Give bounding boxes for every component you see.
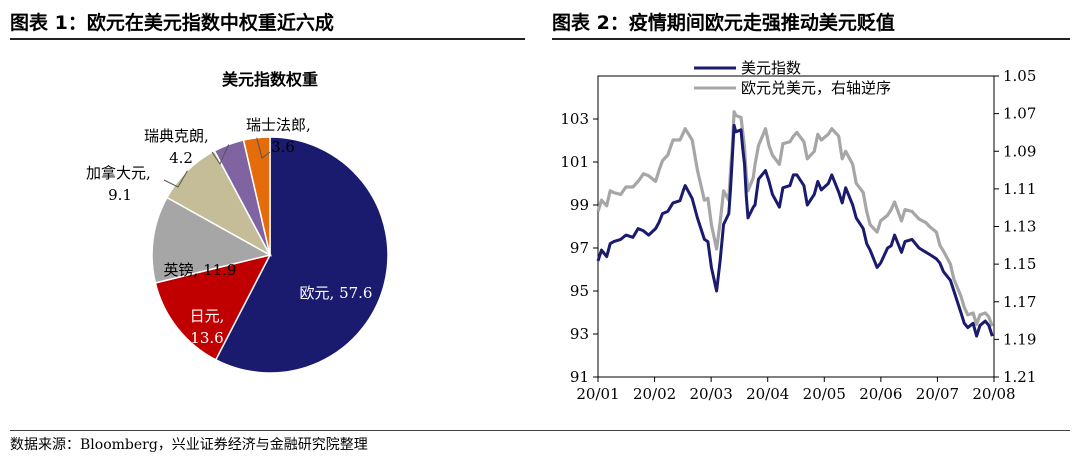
x-axis-tick-label: 20/07 <box>916 385 959 403</box>
x-axis-tick-label: 20/03 <box>690 385 733 403</box>
pie-label-4: 加拿大元, <box>86 164 151 182</box>
right-panel-title: 图表 2：疫情期间欧元走强推动美元贬值 <box>552 12 895 34</box>
right-axis-tick-label: 1.13 <box>1003 218 1036 236</box>
x-axis-tick-label: 20/06 <box>859 385 902 403</box>
pie-leader-line-1 <box>211 144 230 166</box>
legend-label: 欧元兑美元，右轴逆序 <box>741 79 891 97</box>
left-title-rule <box>10 38 525 40</box>
right-axis-tick-label: 1.07 <box>1003 105 1036 123</box>
right-axis-tick-label: 1.11 <box>1003 180 1036 198</box>
pie-label-7: 4.2 <box>169 149 193 167</box>
x-axis-tick-label: 20/02 <box>633 385 676 403</box>
pie-label-1: 日元, <box>190 307 225 325</box>
pie-label-8: 瑞士法郎, <box>246 116 311 134</box>
footer-rule <box>10 430 1070 431</box>
x-axis-tick-label: 20/08 <box>972 385 1015 403</box>
left-axis-tick-label: 95 <box>570 282 589 300</box>
pie-slice-5 <box>242 136 271 256</box>
pie-slice-2 <box>151 196 273 284</box>
right-axis-tick-label: 1.09 <box>1003 142 1036 160</box>
pie-leader-line-0 <box>163 170 188 188</box>
left-axis-tick-label: 101 <box>560 153 589 171</box>
legend-label: 美元指数 <box>741 59 801 77</box>
left-axis-tick-label: 93 <box>570 325 589 343</box>
pie-label-9: 3.6 <box>271 138 295 156</box>
pie-chart-title: 美元指数权重 <box>222 70 318 89</box>
x-axis-tick-label: 20/05 <box>803 385 846 403</box>
left-axis-tick-label: 97 <box>570 239 589 257</box>
x-axis-tick-label: 20/04 <box>746 385 789 403</box>
pie-label-6: 瑞典克朗, <box>144 127 209 145</box>
left-panel-title: 图表 1：欧元在美元指数中权重近六成 <box>10 12 334 34</box>
left-axis-tick-label: 99 <box>570 196 589 214</box>
x-axis-tick-label: 20/01 <box>576 385 619 403</box>
right-axis-tick-label: 1.21 <box>1003 368 1036 386</box>
series-line-eurusd <box>596 110 994 327</box>
pie-label-3: 英镑, 11.9 <box>164 261 237 279</box>
right-axis-tick-label: 1.17 <box>1003 293 1036 311</box>
source-note: 数据来源：Bloomberg，兴业证券经济与金融研究院整理 <box>10 437 368 453</box>
left-axis-tick-label: 103 <box>560 110 589 128</box>
pie-leader-line-2 <box>256 137 271 159</box>
pie-label-0: 欧元, 57.6 <box>300 284 373 302</box>
pie-chart: 美元指数权重 欧元, 57.6 日元, 13.6 英镑, 11.9 加拿大元, 9.1 瑞典… <box>86 70 389 374</box>
right-axis-tick-label: 1.15 <box>1003 255 1036 273</box>
left-axis-tick-label: 91 <box>570 368 589 386</box>
line-chart: 91 93 95 97 99 101 103 1.05 1.07 1.09 1.11 1.13 1.1… <box>560 59 1036 403</box>
right-axis-tick-label: 1.19 <box>1003 330 1036 348</box>
right-title-rule <box>552 38 1070 40</box>
pie-slice-1 <box>154 253 272 361</box>
right-axis-tick-label: 1.05 <box>1003 67 1036 85</box>
pie-slice-0 <box>214 136 389 374</box>
series-line-usd-index <box>596 123 994 338</box>
pie-label-5: 9.1 <box>108 186 132 204</box>
pie-label-2: 13.6 <box>190 329 223 347</box>
